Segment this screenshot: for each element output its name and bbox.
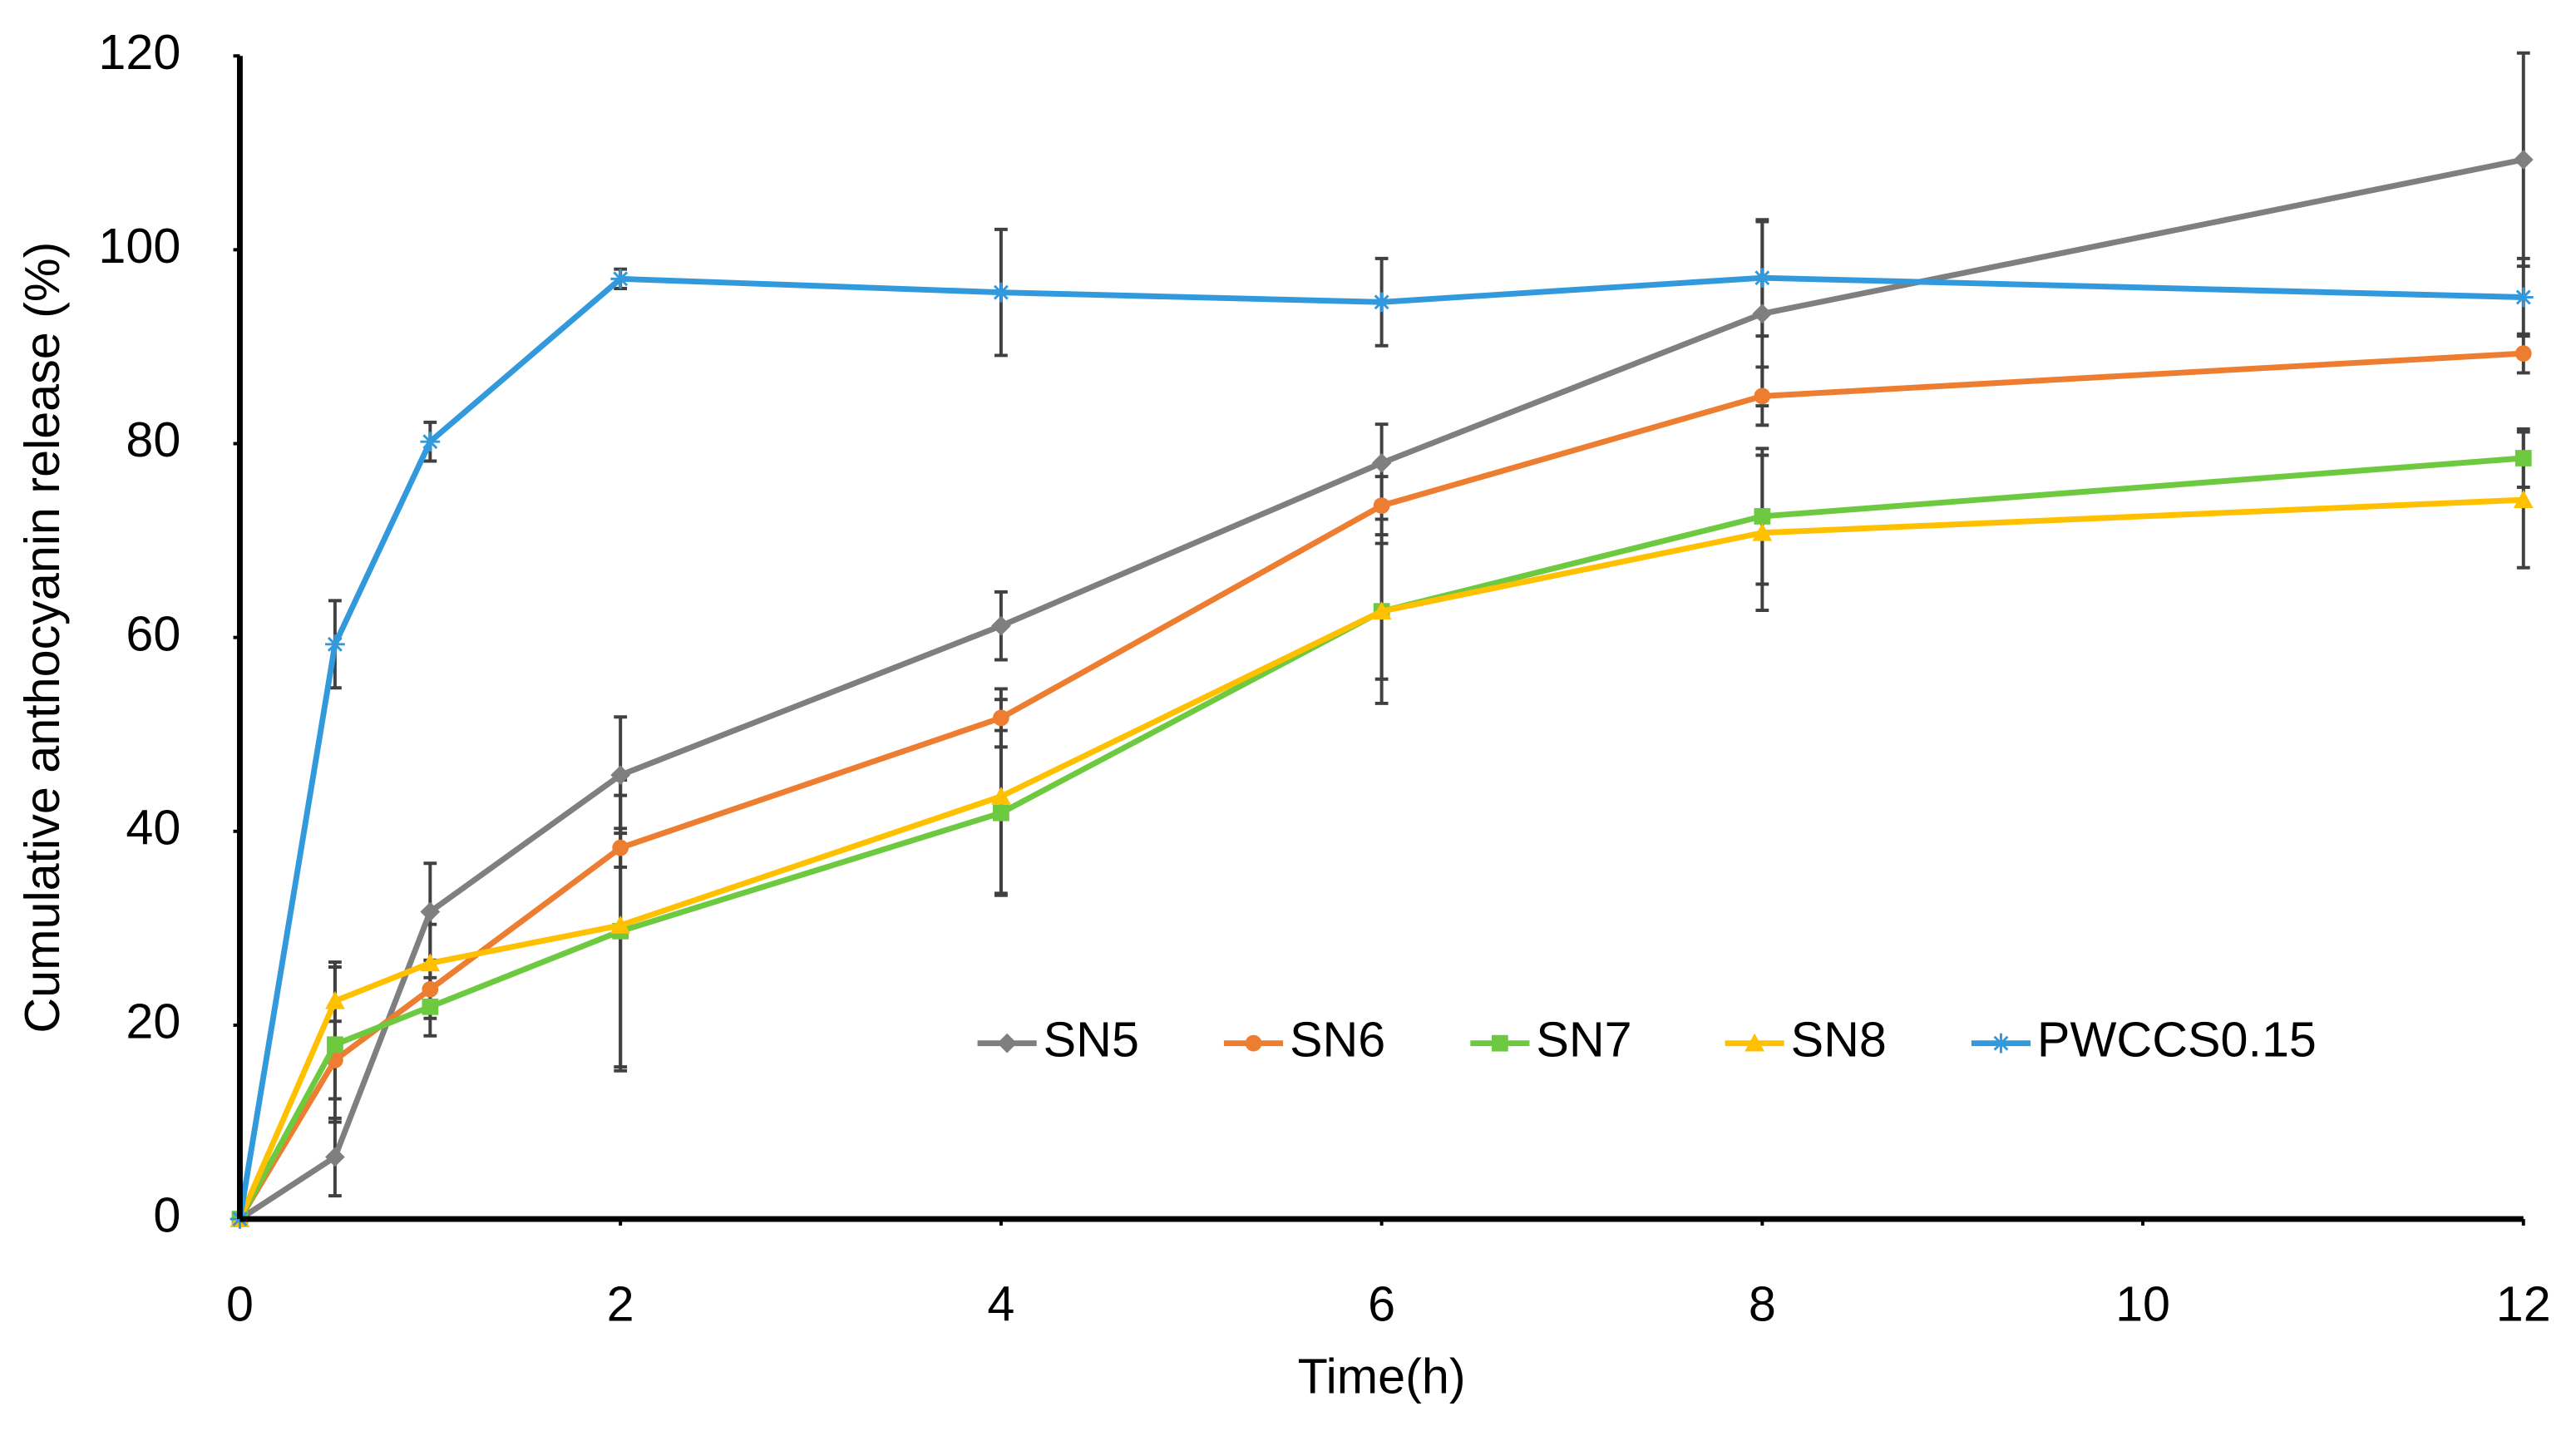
- marker: [420, 901, 441, 922]
- marker: [1752, 268, 1773, 289]
- marker: [612, 839, 629, 856]
- marker: [422, 998, 439, 1015]
- marker: [2514, 345, 2532, 362]
- y-tick-label: 100: [98, 218, 180, 274]
- marker: [993, 804, 1009, 822]
- x-tick-label: 4: [987, 1276, 1014, 1331]
- x-axis-title: Time(h): [1298, 1349, 1466, 1404]
- marker: [422, 980, 439, 998]
- x-tick-label: 10: [2115, 1276, 2170, 1331]
- marker: [1754, 508, 1771, 525]
- marker: [991, 282, 1011, 303]
- marker: [610, 269, 631, 289]
- marker: [1752, 522, 1773, 541]
- marker: [2514, 450, 2532, 466]
- y-axis-title: Cumulative anthocyanin release (%): [14, 242, 70, 1034]
- marker: [2513, 490, 2534, 509]
- legend-label: SN8: [1791, 1011, 1887, 1067]
- marker: [1752, 303, 1773, 324]
- y-tick-label: 40: [126, 799, 180, 855]
- marker: [1744, 1033, 1764, 1052]
- marker: [1371, 292, 1392, 313]
- marker: [991, 786, 1011, 805]
- marker: [327, 1036, 343, 1054]
- y-tick-label: 80: [126, 412, 180, 467]
- x-tick-label: 2: [607, 1276, 634, 1331]
- x-tick-label: 8: [1749, 1276, 1776, 1331]
- marker: [610, 915, 631, 934]
- legend-label: PWCCS0.15: [2037, 1011, 2317, 1067]
- marker: [2513, 150, 2534, 170]
- marker: [325, 990, 345, 1009]
- marker: [993, 709, 1009, 727]
- marker: [1373, 497, 1390, 514]
- y-tick-label: 0: [153, 1187, 180, 1243]
- x-tick-label: 12: [2496, 1276, 2551, 1331]
- legend-label: SN5: [1044, 1011, 1139, 1067]
- marker: [1371, 452, 1392, 473]
- series-line: [237, 274, 2524, 1220]
- marker: [1991, 1033, 2011, 1054]
- marker: [991, 615, 1011, 636]
- series-line: [238, 156, 2524, 1221]
- marker: [1245, 1034, 1262, 1052]
- marker: [610, 765, 631, 786]
- series-line: [237, 496, 2524, 1221]
- marker: [1754, 387, 1771, 405]
- legend-label: SN6: [1290, 1011, 1385, 1067]
- x-tick-label: 6: [1368, 1276, 1395, 1331]
- marker: [1491, 1034, 1508, 1052]
- x-tick-label: 0: [226, 1276, 254, 1331]
- y-tick-label: 20: [126, 994, 180, 1049]
- marker: [420, 432, 441, 452]
- series-line: [237, 350, 2524, 1221]
- series-line: [237, 455, 2524, 1221]
- marker: [997, 1033, 1017, 1054]
- y-tick-label: 120: [98, 24, 180, 80]
- marker: [1371, 601, 1392, 620]
- marker: [325, 634, 345, 654]
- marker: [420, 953, 441, 972]
- marker: [2513, 287, 2534, 308]
- y-tick-label: 60: [126, 605, 180, 661]
- legend-label: SN7: [1536, 1011, 1631, 1067]
